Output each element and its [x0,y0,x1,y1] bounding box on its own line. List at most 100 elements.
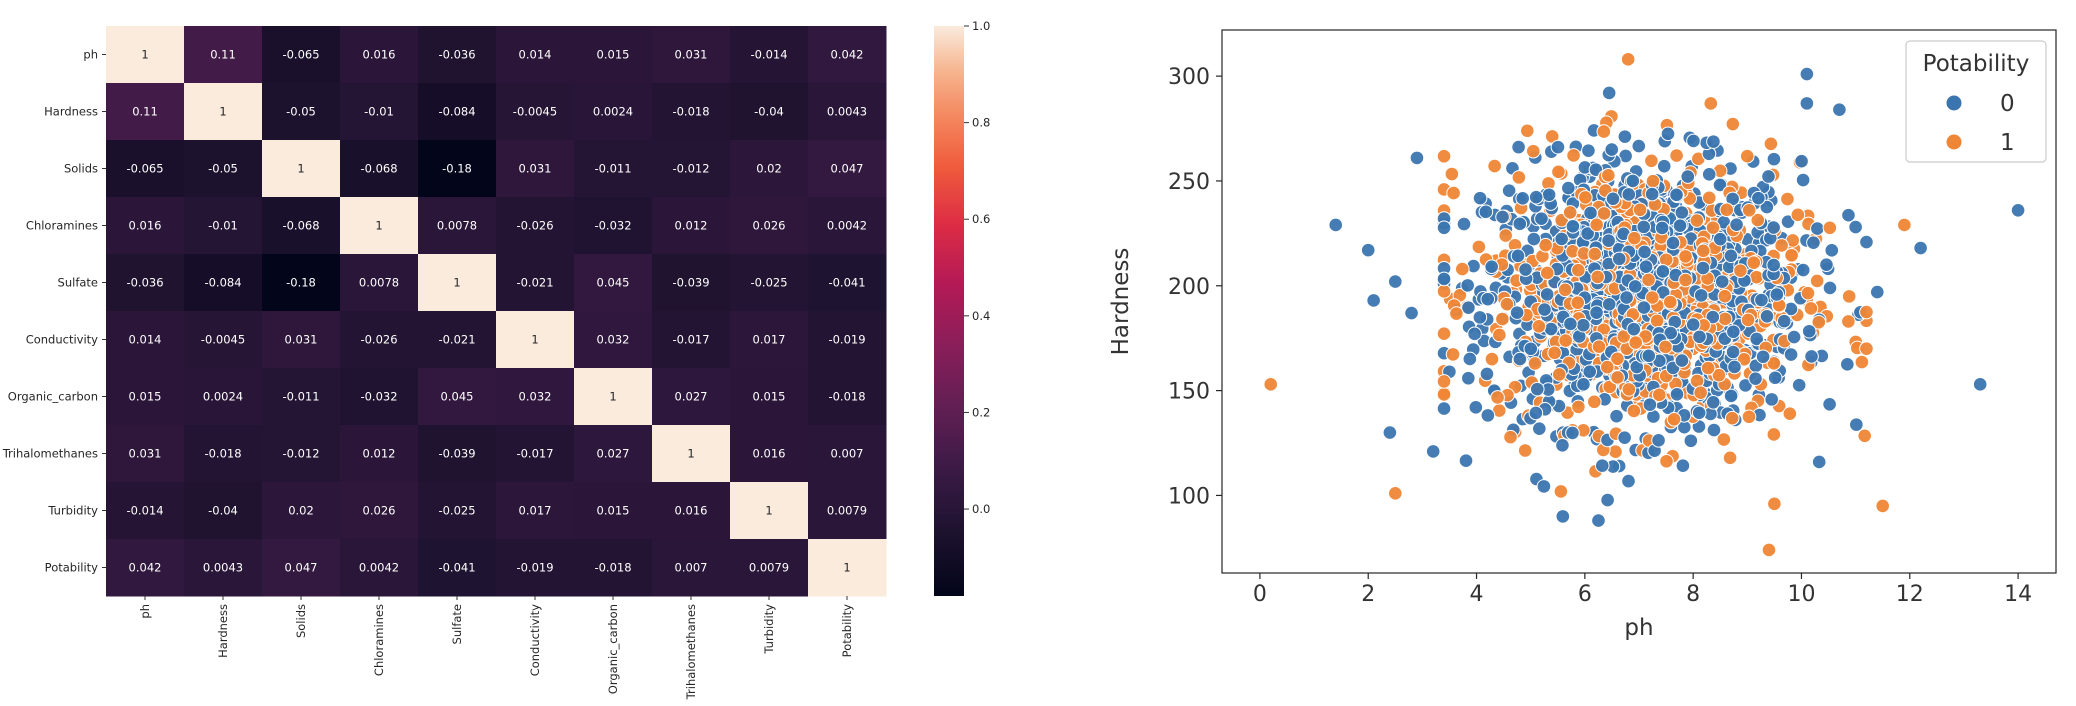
heatmap-cell [652,425,731,483]
heatmap-row-label: Turbidity [47,504,98,518]
scatter-point-class-1 [1610,351,1625,367]
scatter-point-class-0 [1605,191,1621,207]
heatmap-cell [574,140,653,198]
heatmap-cell [574,482,653,540]
heatmap-row-label: Sulfate [58,276,98,290]
scatter-point-class-0 [1791,377,1807,393]
scatter-point-class-0 [1712,231,1728,247]
scatter-point-class-1 [1649,313,1665,329]
heatmap-cell-label: 1 [687,447,694,461]
scatter-point-class-1 [1571,399,1586,415]
scatter-point-class-0 [1759,308,1775,324]
scatter-point-class-1 [1589,217,1604,233]
heatmap-cell [730,368,809,426]
heatmap-column-label: Sulfate [450,604,464,644]
scatter-point-class-0 [1783,347,1799,362]
heatmap-cell [496,197,575,255]
scatter-point-class-0 [1550,139,1566,155]
colorbar-tick-label: 0.8 [972,116,990,130]
scatter-point-class-0 [1869,284,1885,300]
scatter-point-class-1 [1701,190,1717,206]
legend-box [1905,40,2047,163]
scatter-point-class-0 [1601,85,1617,101]
heatmap-cell-label: 0.0042 [827,219,867,233]
heatmap-cell-label: -0.05 [208,162,238,176]
heatmap-cell-label: -0.025 [750,276,787,290]
heatmap-cell-label: -0.012 [282,447,319,461]
scatter-point-class-1 [1645,290,1660,305]
scatter-point-class-0 [1651,433,1666,448]
heatmap-cell-label: 0.0043 [827,105,867,119]
scatter-point-class-0 [1686,133,1701,149]
heatmap-cell [184,26,263,84]
heatmap-cell [262,140,341,198]
heatmap-cell-label: 0.032 [597,333,630,347]
legend-marker [1945,94,1963,112]
heatmap-cell-label: 0.015 [597,48,630,62]
scatter-point-class-0 [1472,190,1488,206]
heatmap-cell [730,425,809,483]
scatter-point-class-1 [1436,284,1452,299]
scatter-point-class-0 [1565,219,1581,234]
scatter-point-class-0 [1749,331,1764,347]
scatter-point-class-0 [1460,278,1475,293]
scatter-point-class-0 [1512,216,1528,232]
scatter-point-class-0 [1619,290,1634,305]
heatmap-cell [184,482,263,540]
heatmap-cell-label: -0.014 [126,504,163,518]
heatmap-cell-label: 1 [453,276,460,290]
heatmap-cell-label: 0.012 [363,447,396,461]
heatmap-cell-label: 0.0078 [359,276,399,290]
scatter-point-class-1 [1740,312,1756,328]
heatmap-cell [340,197,419,255]
heatmap-cell-label: 1 [765,504,772,518]
scatter-point-class-1 [1538,237,1553,253]
scatter-point-class-1 [1693,385,1708,400]
heatmap-cell-label: 0.007 [831,447,864,461]
heatmap-column-label: Chloramines [372,604,386,676]
scatter-point-class-0 [1480,408,1496,423]
scatter-point-class-1 [1741,409,1757,425]
scatter-point-class-0 [1501,183,1517,198]
heatmap-cell-label: -0.026 [516,219,553,233]
heatmap-cell [262,83,341,141]
scatter-point-class-1 [1610,370,1625,385]
scatter-point-class-1 [1746,255,1762,270]
scatter-point-class-0 [1536,479,1552,494]
heatmap-cell-label: 1 [609,390,616,404]
scatter-point-class-0 [1484,259,1499,275]
scatter-point-class-0 [1387,274,1403,289]
heatmap-cell-label: 0.015 [753,390,786,404]
heatmap-row-label: ph [83,48,98,62]
heatmap-column-label: Potability [840,604,854,658]
legend-marker [1945,133,1963,151]
scatter-point-class-1 [1562,205,1578,220]
heatmap-cell-label: -0.18 [286,276,316,290]
scatter-point-class-1 [1551,367,1567,382]
scatter-point-class-0 [1841,207,1856,223]
heatmap-cell-label: -0.014 [750,48,787,62]
heatmap-cell [808,368,887,426]
scatter-point-class-1 [1519,123,1535,139]
scatter-point-class-0 [1523,341,1539,357]
heatmap-cell [808,254,887,312]
y-tick-label: 200 [1168,275,1210,300]
scatter-point-class-0 [1849,417,1864,432]
heatmap-cell [418,26,497,84]
scatter-point-class-0 [1575,317,1591,333]
scatter-point-class-0 [1404,305,1419,321]
heatmap-cell [262,539,341,597]
scatter-point-class-0 [1725,344,1741,360]
scatter-point-class-1 [1445,347,1461,362]
scatter-point-class-1 [1766,427,1782,442]
scatter-point-class-0 [1589,305,1604,320]
scatter-point-class-1 [1774,238,1789,253]
heatmap-cell [418,83,497,141]
heatmap-cell [730,539,809,597]
scatter-point-class-0 [1655,264,1671,279]
heatmap-row-label: Hardness [44,105,98,119]
scatter-point-class-1 [1811,314,1827,330]
scatter-point-class-1 [1590,269,1605,285]
scatter-point-class-1 [1803,301,1819,316]
scatter-legend: Potability 0 1 [1905,40,2047,163]
